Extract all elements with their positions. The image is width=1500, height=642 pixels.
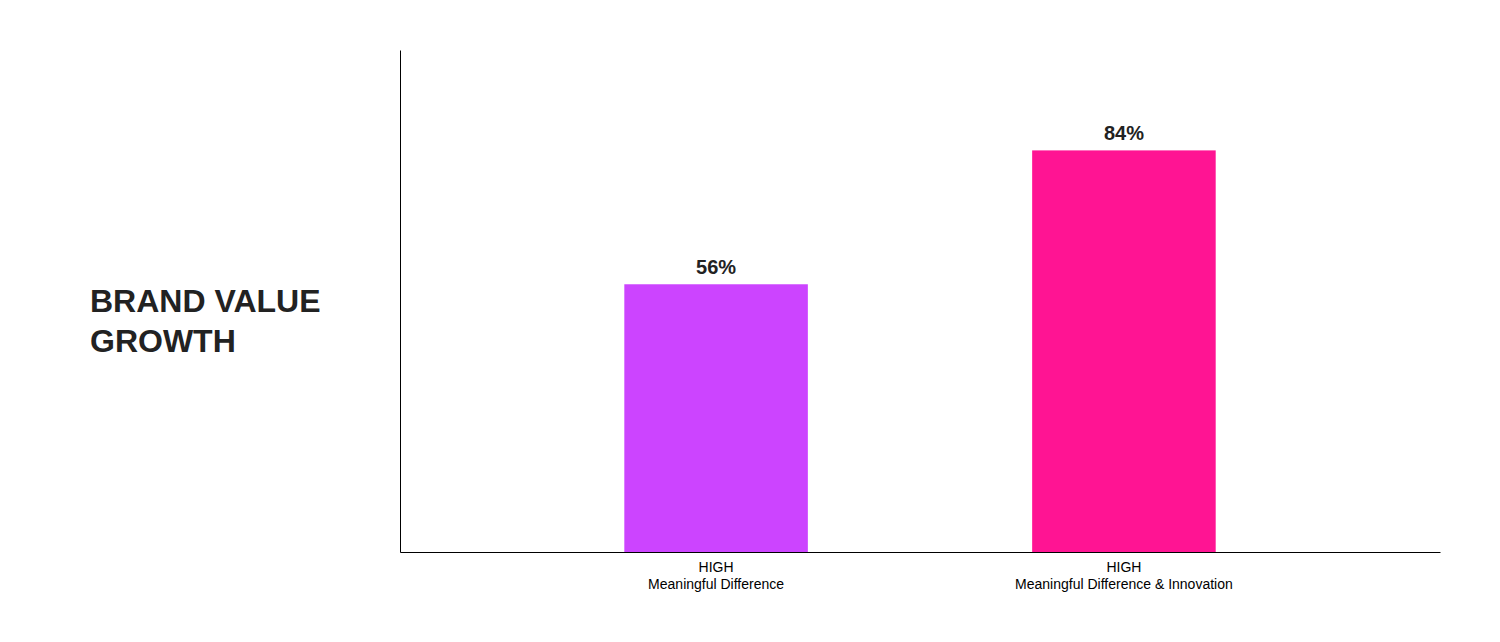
x-tick-label-line: HIGH xyxy=(1106,559,1141,575)
bar xyxy=(624,284,808,552)
title-line: GROWTH xyxy=(90,323,236,359)
data-label: 84% xyxy=(1104,122,1144,144)
title-line: BRAND VALUE xyxy=(90,283,321,319)
x-tick-label-line: Meaningful Difference xyxy=(648,576,784,592)
data-labels: 56% 84% xyxy=(696,122,1144,278)
x-tick-label-line: Meaningful Difference & Innovation xyxy=(1015,576,1233,592)
y-axis xyxy=(400,51,401,553)
bars xyxy=(624,150,1215,552)
bar xyxy=(1032,150,1216,552)
x-tick-label: HIGHMeaningful Difference xyxy=(648,559,784,593)
x-tick-label: HIGHMeaningful Difference & Innovation xyxy=(1015,559,1233,593)
x-tick-label-line: HIGH xyxy=(699,559,734,575)
chart-container: BRAND VALUEGROWTHHIGHMeaningful Differen… xyxy=(0,0,1500,642)
x-tick: HIGHMeaningful Difference & Innovation xyxy=(1015,559,1233,593)
x-axis-line xyxy=(401,552,1441,553)
chart: BRAND VALUEGROWTHHIGHMeaningful Differen… xyxy=(0,0,1500,642)
y-axis-line xyxy=(400,51,401,553)
data-label: 56% xyxy=(696,256,736,278)
title: BRAND VALUE GROWTH xyxy=(90,283,321,359)
x-tick: HIGHMeaningful Difference xyxy=(648,559,784,593)
x-axis: HIGHMeaningful DifferenceHIGHMeaningful … xyxy=(401,553,1441,593)
